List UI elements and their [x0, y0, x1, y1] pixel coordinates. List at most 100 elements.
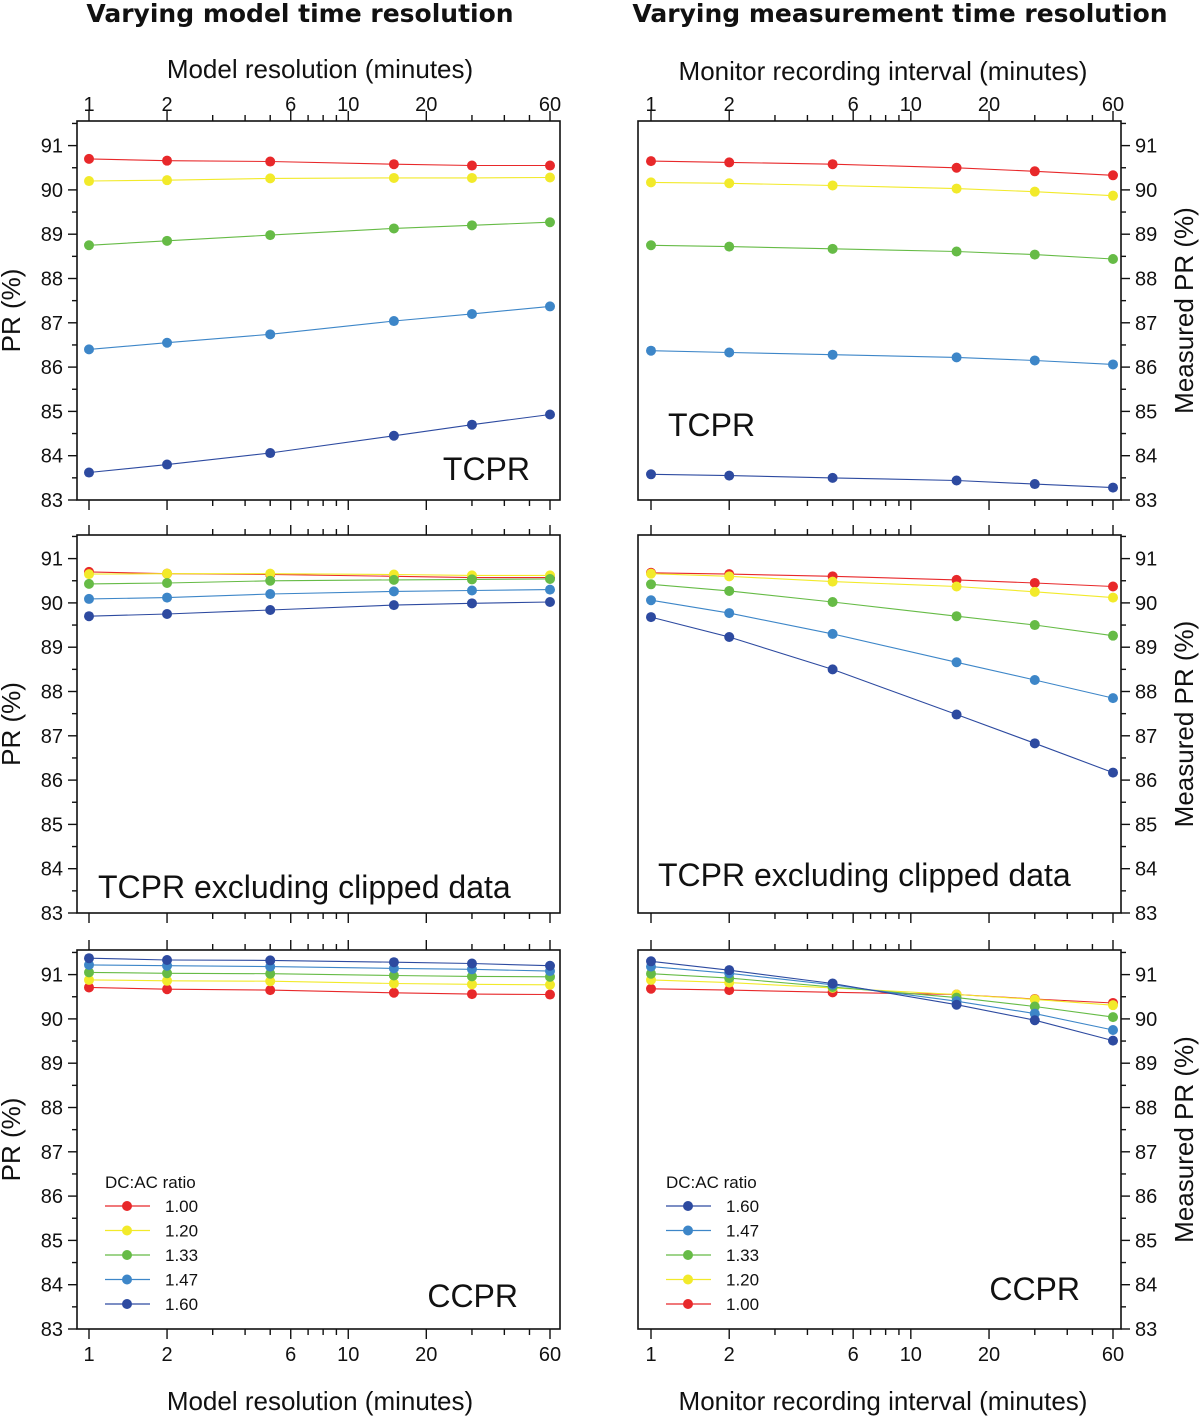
- legend-swatch-marker: [122, 1299, 132, 1309]
- y-tick-label: 86: [1135, 770, 1157, 792]
- x-tick-label: 20: [415, 1344, 437, 1366]
- x-tick-label: 6: [848, 94, 859, 116]
- data-point: [646, 568, 656, 579]
- x-tick-label: 60: [1102, 1344, 1124, 1366]
- data-point: [827, 349, 838, 360]
- data-point: [466, 308, 477, 319]
- data-point: [724, 347, 735, 358]
- data-point: [646, 156, 656, 167]
- data-point: [388, 574, 399, 585]
- y-tick-label: 89: [41, 637, 63, 659]
- data-point: [1108, 170, 1118, 181]
- legend-left: DC:AC ratio 1.00 1.20 1.33 1.47 1.60: [105, 1173, 198, 1314]
- data-point: [1108, 581, 1118, 592]
- x-tick-label: 60: [539, 1344, 561, 1366]
- series-line-1-33: [650, 973, 1114, 1018]
- y-tick-label: 85: [41, 1230, 63, 1252]
- data-point: [162, 577, 173, 588]
- right-top-x-axis-title: Monitor recording interval (minutes): [679, 56, 1088, 86]
- data-point: [265, 604, 276, 615]
- data-point: [84, 974, 94, 985]
- y-tick-label: 86: [41, 1186, 63, 1208]
- data-point: [1029, 186, 1040, 197]
- panel-label: CCPR: [427, 1278, 518, 1314]
- series-line-1-60: [650, 616, 1114, 774]
- legend-swatch-marker: [683, 1299, 693, 1309]
- data-point: [388, 172, 399, 183]
- y-axis-title: Measured PR (%): [1169, 207, 1199, 414]
- data-point: [1108, 254, 1118, 265]
- data-point: [1029, 1015, 1040, 1026]
- data-point: [388, 316, 399, 327]
- legend-label: 1.60: [726, 1197, 759, 1216]
- y-tick-label: 87: [1135, 1142, 1157, 1164]
- data-point: [1029, 479, 1040, 490]
- series-line-1-47: [88, 305, 551, 350]
- legend-swatch-marker: [683, 1274, 693, 1285]
- legend-label: 1.00: [165, 1197, 198, 1216]
- data-point: [545, 573, 555, 584]
- series-line-1-47: [650, 966, 1114, 1031]
- legend-swatch-marker: [683, 1250, 693, 1260]
- legend-label: 1.33: [726, 1246, 759, 1265]
- panel-6: 83 84 85 86 87 88 89 90 91 1 2 6 10 20 60 Measured PR (…: [637, 940, 1199, 1366]
- data-point: [951, 999, 962, 1010]
- x-tick-label: 6: [285, 94, 296, 116]
- data-point: [1108, 693, 1118, 704]
- series-line-1-33: [650, 583, 1114, 637]
- series-line-1-60: [88, 957, 551, 967]
- y-tick-label: 85: [41, 814, 63, 836]
- data-point: [162, 155, 173, 166]
- data-point: [646, 345, 656, 356]
- y-tick-label: 88: [1135, 269, 1157, 291]
- data-point: [84, 578, 94, 589]
- y-tick-label: 91: [1135, 136, 1157, 158]
- series-line-1-47: [88, 964, 551, 972]
- data-point: [162, 984, 173, 995]
- y-tick-label: 90: [1135, 180, 1157, 202]
- y-tick-label: 89: [1135, 1053, 1157, 1075]
- x-tick-label: 2: [161, 94, 172, 116]
- x-tick-label: 20: [415, 94, 437, 116]
- data-point: [545, 172, 555, 183]
- panel-5: 83 84 85 86 87 88 89 90 91 Measured PR (%) TCPR ex…: [637, 525, 1199, 925]
- data-point: [388, 430, 399, 441]
- data-point: [646, 983, 656, 994]
- data-point: [1029, 994, 1040, 1005]
- data-point: [827, 243, 838, 254]
- data-point: [84, 611, 94, 622]
- data-point: [265, 968, 276, 979]
- data-point: [265, 568, 276, 579]
- x-tick-label: 10: [900, 94, 922, 116]
- data-point: [951, 352, 962, 363]
- data-point: [265, 156, 276, 167]
- x-tick-label: 1: [83, 1344, 94, 1366]
- data-point: [724, 985, 735, 996]
- data-point: [646, 612, 656, 623]
- data-point: [388, 600, 399, 611]
- data-point: [827, 628, 838, 639]
- y-tick-label: 84: [41, 1275, 63, 1297]
- series-line-1-33: [650, 244, 1114, 260]
- data-point: [1108, 1024, 1118, 1035]
- data-point: [1108, 359, 1118, 370]
- data-point: [1029, 620, 1040, 631]
- data-point: [388, 987, 399, 998]
- data-point: [162, 175, 173, 186]
- legend-label: 1.47: [165, 1271, 198, 1290]
- data-point: [646, 968, 656, 979]
- data-point: [1108, 1000, 1118, 1011]
- data-point: [1108, 190, 1118, 201]
- data-point: [1108, 482, 1118, 493]
- y-tick-label: 84: [41, 446, 63, 468]
- x-tick-label: 1: [645, 94, 656, 116]
- left-bottom-x-axis-title: Model resolution (minutes): [167, 1386, 473, 1416]
- data-point: [724, 571, 735, 582]
- panel-3: 83 84 85 86 87 88 89 90 91 1 2 6 10 20 60 PR (%) CCPR: [0, 940, 561, 1366]
- y-tick-label: 87: [1135, 313, 1157, 335]
- y-tick-label: 88: [1135, 1098, 1157, 1120]
- data-point: [545, 217, 555, 228]
- data-point: [545, 979, 555, 990]
- data-point: [162, 608, 173, 619]
- legend-right: DC:AC ratio 1.60 1.47 1.33 1.20 1.00: [666, 1173, 759, 1314]
